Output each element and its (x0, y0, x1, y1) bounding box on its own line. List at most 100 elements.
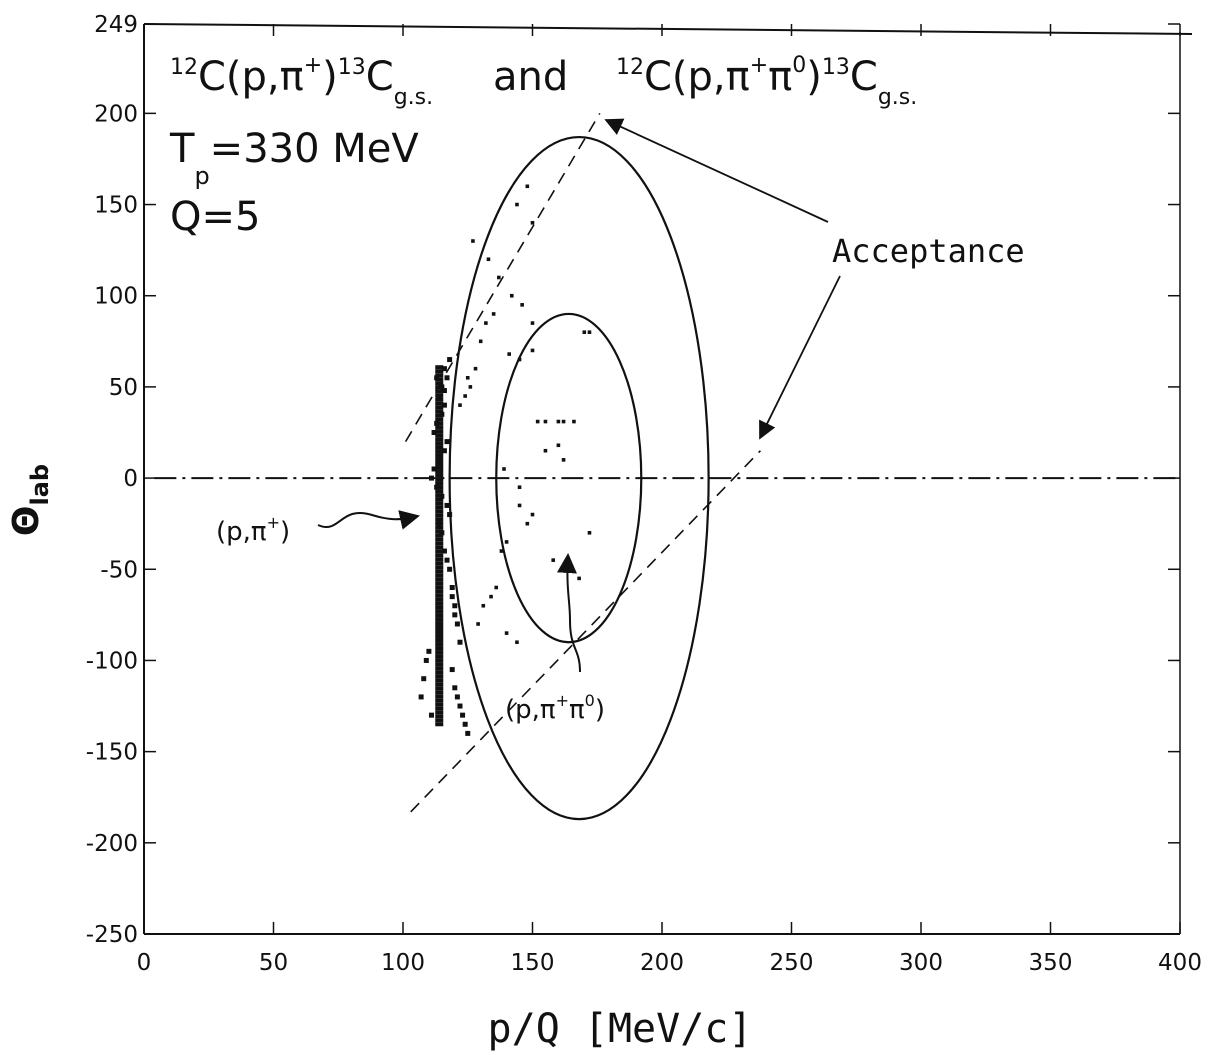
data-point-p-pi-pi0 (478, 339, 483, 344)
data-point-p-pi (418, 694, 424, 700)
data-point-p-pi-dense (435, 630, 444, 635)
data-point-p-pi-pi0 (499, 549, 504, 553)
x-tick-labels: 0 50 100 150 200 250 300 350 400 (137, 950, 1202, 976)
data-point-p-pi-dense (435, 557, 444, 562)
data-point-p-pi-dense (435, 409, 444, 414)
data-point-p-pi-dense (435, 453, 444, 458)
data-point-p-pi-dense (435, 605, 444, 610)
data-point-p-pi-dense (435, 493, 444, 498)
data-point-p-pi-dense (435, 505, 444, 510)
data-point-p-pi-dense (435, 706, 444, 711)
data-point-p-pi-pi0 (486, 257, 491, 262)
data-points (418, 184, 592, 736)
data-point-p-pi-dense (435, 417, 444, 422)
data-point-p-pi-dense (435, 389, 444, 394)
y-tick-labels: 249 200 150 100 50 0 -50 -100 -150 -200 -250 (86, 12, 138, 948)
data-point-p-pi-dense (435, 702, 444, 707)
y-tick-label: -150 (86, 740, 138, 766)
data-point-p-pi-dense (435, 373, 444, 378)
data-point-p-pi-dense (435, 625, 444, 630)
y-axis-label: Θlab (6, 464, 54, 536)
data-point-p-pi-dense (435, 638, 444, 643)
p-pi-label: (p,π+) (216, 513, 290, 547)
data-point-p-pi (444, 439, 450, 445)
data-point-p-pi-dense (435, 449, 444, 454)
outer-acceptance-curve (448, 135, 710, 821)
data-point-p-pi-pi0 (577, 576, 581, 581)
data-point-p-pi-dense (435, 593, 444, 598)
data-point-p-pi-pi0 (517, 503, 522, 508)
data-point-p-pi-dense (435, 533, 444, 538)
p-pi-arrow (317, 510, 420, 530)
data-point-p-pi-pi0 (525, 521, 530, 526)
data-point-p-pi-dense (435, 549, 444, 554)
data-point-p-pi-pi0 (517, 485, 522, 490)
data-point-p-pi-pi0 (530, 321, 535, 325)
x-tick-label: 0 (137, 950, 152, 976)
data-point-p-pi (428, 712, 434, 718)
data-point-p-pi (428, 475, 434, 481)
data-point-p-pi-dense (435, 573, 444, 578)
data-point-p-pi-dense (435, 509, 444, 514)
title-tp: Tp=330 MeV (169, 126, 419, 190)
data-point-p-pi-dense (435, 441, 444, 446)
data-point-p-pi-dense (435, 710, 444, 715)
data-point-p-pi-pi0 (530, 512, 535, 517)
y-tick-label: 150 (94, 193, 138, 219)
data-point-p-pi-dense (435, 529, 444, 534)
data-point-p-pi (462, 721, 468, 727)
data-point-p-pi-pi0 (504, 540, 509, 544)
data-point-p-pi (449, 585, 455, 591)
data-point-p-pi-dense (435, 517, 444, 522)
top-axis-line (143, 23, 1193, 35)
title-q: Q=5 (170, 194, 260, 240)
data-point-p-pi-pi0 (463, 394, 467, 398)
data-point-p-pi (452, 612, 458, 618)
data-point-p-pi-dense (435, 553, 444, 558)
data-point-p-pi-dense (435, 698, 444, 703)
y-tick-label: -50 (100, 557, 138, 583)
data-point-p-pi (441, 388, 447, 394)
data-point-p-pi (452, 685, 458, 691)
x-tick-label: 250 (770, 950, 814, 976)
data-point-p-pi (444, 502, 450, 508)
data-point-p-pi-dense (435, 674, 444, 679)
data-point-p-pi-dense (435, 585, 444, 590)
data-point-p-pi (452, 603, 458, 609)
data-point-p-pi-dense (435, 601, 444, 606)
x-tick-label: 350 (1029, 950, 1073, 976)
data-point-p-pi (431, 466, 437, 472)
data-point-p-pi-pi0 (473, 366, 478, 371)
data-point-p-pi-dense (435, 589, 444, 594)
data-point-p-pi-dense (435, 621, 444, 626)
data-point-p-pi-dense (435, 678, 444, 683)
data-point-p-pi-pi0 (468, 385, 473, 389)
data-point-p-pi-dense (435, 501, 444, 506)
y-tick-label: 100 (94, 284, 138, 310)
data-point-p-pi-dense (435, 577, 444, 582)
data-point-p-pi-dense (435, 658, 444, 663)
axis-ticks (143, 23, 1181, 935)
data-point-p-pi-dense (435, 609, 444, 614)
data-point-p-pi-pi0 (515, 202, 519, 207)
dashed-acceptance-line-upper (404, 112, 601, 443)
data-point-p-pi-dense (435, 722, 444, 727)
data-point-p-pi-dense (435, 413, 444, 418)
x-tick-label: 150 (511, 950, 555, 976)
data-point-p-pi-dense (435, 469, 444, 474)
data-point-p-pi (444, 557, 450, 563)
data-point-p-pi-dense (435, 497, 444, 502)
data-point-p-pi-dense (435, 521, 444, 526)
data-point-p-pi-dense (435, 617, 444, 622)
data-point-p-pi-dense (435, 489, 444, 494)
data-point-p-pi-pi0 (481, 603, 486, 608)
x-tick-label: 100 (381, 950, 425, 976)
data-point-p-pi-dense (435, 541, 444, 546)
data-point-p-pi-dense (435, 465, 444, 470)
data-point-p-pi-pi0 (556, 443, 561, 448)
data-point-p-pi-pi0 (530, 220, 535, 225)
data-point-p-pi-pi0 (587, 530, 592, 535)
acceptance-label: Acceptance (832, 232, 1025, 270)
data-point-p-pi (423, 657, 429, 663)
